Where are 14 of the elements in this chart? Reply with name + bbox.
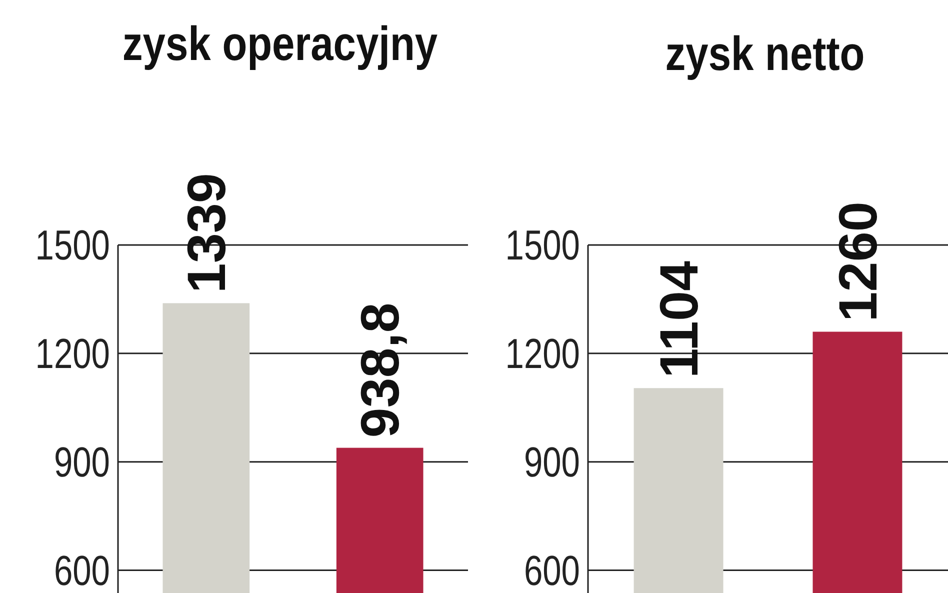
- y-tick-label: 1500: [35, 223, 110, 270]
- y-tick-label: 900: [524, 440, 580, 486]
- y-tick-label: 600: [524, 548, 580, 593]
- chart-title: zysk netto: [665, 28, 865, 81]
- y-tick-label: 1200: [35, 332, 110, 378]
- chart-title: zysk operacyjny: [122, 18, 438, 71]
- y-tick-label: 900: [54, 440, 110, 486]
- data-label: 1260: [828, 202, 888, 322]
- y-tick-label: 1500: [505, 223, 580, 270]
- y-tick-label: 600: [54, 548, 110, 593]
- data-label: 938,8: [350, 302, 411, 438]
- y-tick-label: 1200: [505, 332, 580, 378]
- data-label: 1104: [649, 260, 710, 378]
- data-label: 1339: [177, 173, 238, 294]
